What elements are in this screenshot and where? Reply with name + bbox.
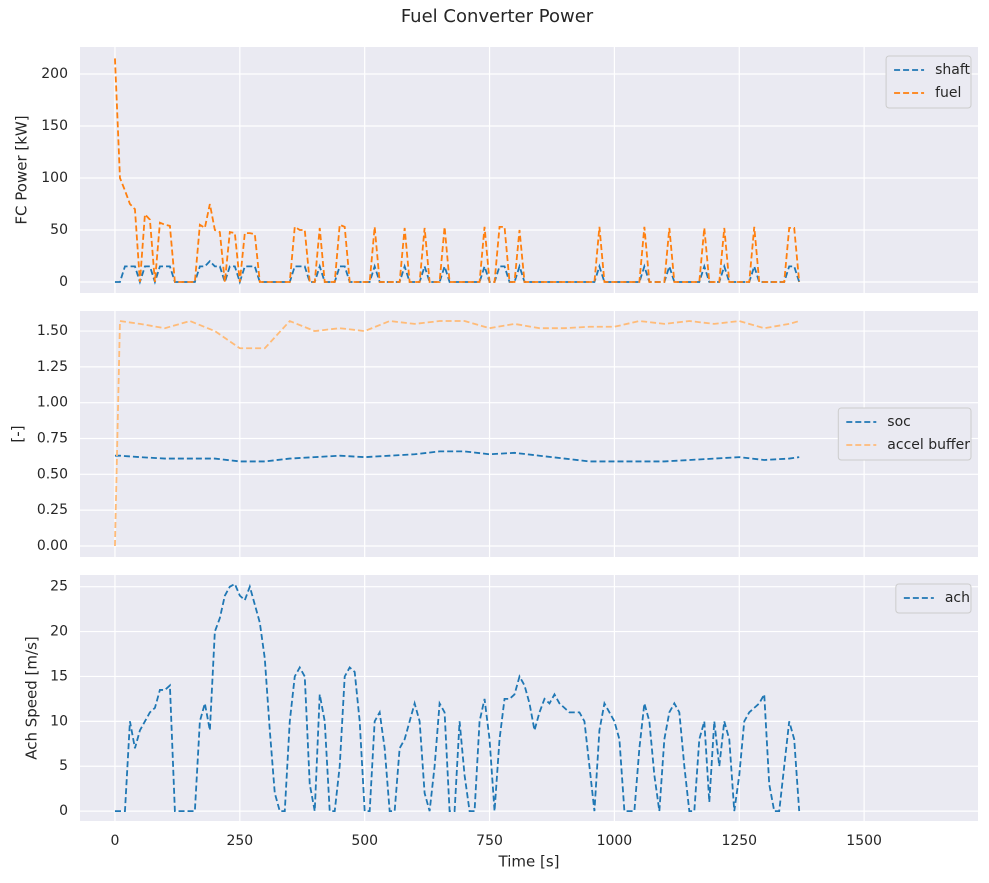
y-tick-label: 0 — [59, 803, 68, 819]
x-axis-label: Time [s] — [498, 853, 560, 871]
x-tick-label: 500 — [351, 833, 378, 849]
y-tick-label: 15 — [50, 668, 68, 684]
y-tick-label: 1.25 — [37, 359, 68, 375]
y-axis-label: FC Power [kW] — [13, 115, 31, 224]
y-tick-label: 20 — [50, 624, 68, 640]
plot-area — [80, 575, 978, 821]
y-tick-label: 0.75 — [37, 431, 68, 447]
x-tick-label: 1500 — [846, 833, 882, 849]
series-line — [114, 259, 801, 285]
y-axis-label: Ach Speed [m/s] — [23, 636, 41, 760]
y-tick-label: 0.00 — [37, 538, 68, 554]
series-line — [114, 58, 801, 283]
legend-label: ach — [945, 590, 970, 606]
plot-area — [80, 47, 978, 293]
legend-label: fuel — [935, 85, 961, 101]
legend-label: accel buffer — [887, 437, 970, 453]
legend: shaft fuel — [885, 55, 972, 109]
x-tick-label: 1250 — [721, 833, 757, 849]
y-tick-label: 0 — [59, 274, 68, 290]
plot-area — [80, 311, 978, 557]
series-line — [114, 450, 800, 463]
series-line — [114, 582, 801, 813]
y-tick-label: 1.00 — [37, 395, 68, 411]
y-tick-label: 25 — [50, 579, 68, 595]
y-tick-label: 0.25 — [37, 502, 68, 518]
legend-label: soc — [887, 414, 911, 430]
y-tick-label: 150 — [41, 118, 68, 134]
y-tick-label: 0.50 — [37, 466, 68, 482]
x-tick-label: 750 — [476, 833, 503, 849]
y-tick-label: 100 — [41, 170, 68, 186]
y-tick-label: 10 — [50, 713, 68, 729]
y-axis-label: [-] — [9, 425, 27, 442]
legend: soc accel buffer — [837, 407, 972, 461]
legend-box — [837, 407, 972, 461]
y-tick-label: 1.50 — [37, 323, 68, 339]
y-tick-label: 200 — [41, 66, 68, 82]
x-tick-label: 1000 — [597, 833, 633, 849]
series-line — [114, 319, 800, 546]
y-tick-label: 50 — [50, 222, 68, 238]
legend: ach — [895, 583, 972, 614]
figure-title: Fuel Converter Power — [401, 6, 594, 27]
x-tick-label: 250 — [226, 833, 253, 849]
x-tick-label: 0 — [111, 833, 120, 849]
legend-box — [885, 55, 972, 109]
y-tick-label: 5 — [59, 758, 68, 774]
legend-label: shaft — [935, 62, 970, 78]
